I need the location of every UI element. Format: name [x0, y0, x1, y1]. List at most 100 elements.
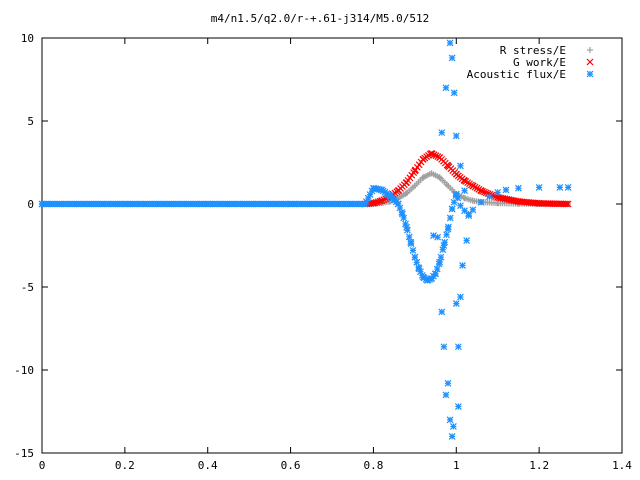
- data-point: [403, 223, 410, 231]
- data-point: [448, 432, 456, 440]
- data-point: [477, 187, 485, 195]
- data-point: [445, 182, 451, 189]
- data-point: [454, 343, 462, 351]
- data-point: [411, 182, 418, 189]
- x-tick-label: 0.2: [115, 459, 135, 472]
- data-point: [515, 198, 522, 205]
- data-point: [287, 200, 294, 208]
- data-point: [446, 39, 454, 47]
- data-point: [121, 200, 129, 208]
- data-point: [440, 343, 448, 351]
- data-point: [376, 197, 384, 205]
- data-point: [449, 423, 457, 430]
- data-point: [370, 184, 377, 192]
- x-tick-label: 0.6: [281, 459, 301, 472]
- data-point: [411, 253, 419, 261]
- x-tick-label: 0.4: [198, 459, 218, 472]
- y-tick-label: -5: [21, 281, 34, 294]
- data-point: [436, 258, 444, 266]
- data-point: [444, 225, 452, 233]
- data-point: [463, 237, 471, 244]
- y-tick-label: -10: [14, 364, 34, 377]
- data-point: [370, 199, 377, 207]
- legend-marker: [586, 70, 594, 78]
- data-point: [448, 205, 456, 213]
- data-point: [556, 183, 564, 191]
- data-point: [428, 149, 435, 157]
- data-point: [386, 192, 394, 200]
- data-point: [479, 187, 487, 195]
- data-point: [469, 182, 477, 190]
- data-point: [432, 152, 440, 160]
- axis-ticks: 0 0.2 0.4 0.6 0.8 1 1.2 1.4 10 5 0 -5 -10 -15: [14, 32, 632, 472]
- data-point: [469, 206, 477, 214]
- data-point: [564, 200, 572, 208]
- data-point: [442, 84, 450, 92]
- data-point: [440, 242, 448, 249]
- data-point: [457, 293, 464, 301]
- data-point: [444, 379, 452, 387]
- data-point: [457, 162, 464, 170]
- data-point: [436, 154, 444, 161]
- y-tick-label: 5: [27, 115, 34, 128]
- data-point: [394, 200, 402, 208]
- data-point: [438, 129, 446, 137]
- data-point: [442, 391, 450, 399]
- data-point: [403, 178, 410, 186]
- data-series: [38, 39, 572, 440]
- data-point: [535, 183, 543, 191]
- data-point: [446, 416, 454, 424]
- data-point: [430, 232, 437, 239]
- data-point: [419, 155, 427, 163]
- plot-frame: [41, 37, 623, 454]
- data-point: [438, 308, 446, 316]
- data-point: [428, 170, 435, 177]
- data-point: [405, 233, 413, 241]
- data-point: [461, 177, 468, 185]
- y-tick-label: 0: [27, 198, 34, 211]
- data-point: [439, 246, 447, 254]
- data-point: [564, 183, 572, 191]
- data-point: [494, 193, 502, 201]
- data-point: [403, 190, 410, 197]
- x-tick-label: 1: [453, 459, 460, 472]
- data-point: [515, 184, 522, 192]
- data-point: [437, 253, 445, 261]
- data-point: [494, 188, 502, 196]
- legend-marker: [586, 58, 594, 66]
- x-tick-label: 1.4: [612, 459, 632, 472]
- data-point: [443, 231, 450, 239]
- data-point: [465, 212, 473, 220]
- x-tick-label: 1.2: [529, 459, 549, 472]
- data-point: [502, 186, 510, 194]
- data-point: [459, 261, 466, 269]
- data-point: [394, 187, 402, 195]
- data-point: [461, 195, 468, 202]
- data-point: [436, 174, 443, 181]
- data-point: [434, 153, 442, 161]
- data-point: [432, 270, 439, 278]
- data-point: [204, 200, 212, 208]
- legend-label: G work/E: [513, 56, 566, 69]
- data-point: [452, 170, 460, 178]
- data-point: [535, 199, 543, 207]
- x-tick-label: 0.8: [363, 459, 383, 472]
- data-point: [494, 200, 501, 207]
- data-point: [452, 300, 460, 308]
- data-point: [420, 174, 427, 181]
- data-point: [444, 162, 452, 170]
- y-tick-label: -15: [14, 447, 34, 460]
- data-point: [452, 190, 460, 198]
- data-point: [378, 186, 386, 194]
- data-point: [411, 167, 419, 175]
- legend-label: Acoustic flux/E: [467, 68, 566, 81]
- data-point: [457, 202, 464, 210]
- data-point: [361, 200, 369, 208]
- y-tick-label: 10: [21, 32, 34, 45]
- chart-title: m4/n1.5/q2.0/r-+.61-j314/M5.0/512: [211, 12, 430, 25]
- data-point: [469, 197, 476, 204]
- data-point: [446, 214, 454, 222]
- legend-label: R stress/E: [500, 44, 566, 57]
